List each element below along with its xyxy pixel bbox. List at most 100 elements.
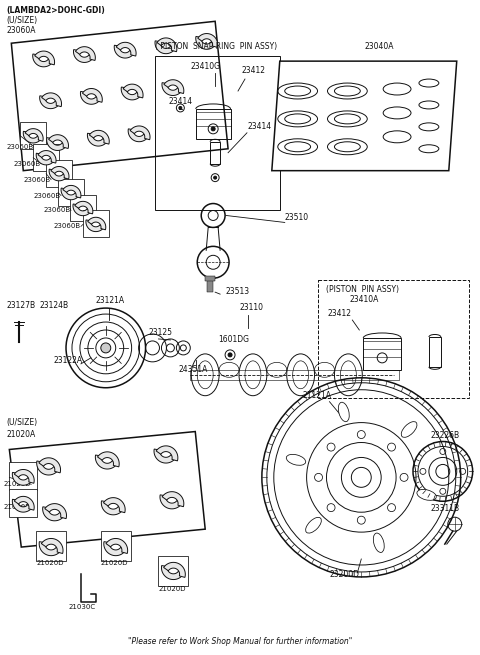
Bar bbox=[205, 276, 215, 281]
Text: 23412: 23412 bbox=[327, 309, 351, 318]
Polygon shape bbox=[89, 130, 109, 144]
Text: 23040A: 23040A bbox=[364, 42, 394, 51]
Polygon shape bbox=[83, 88, 102, 102]
Circle shape bbox=[101, 343, 111, 353]
Polygon shape bbox=[106, 538, 128, 553]
Polygon shape bbox=[36, 153, 54, 165]
Ellipse shape bbox=[401, 422, 417, 438]
Text: 21030C: 21030C bbox=[69, 604, 96, 610]
Polygon shape bbox=[12, 22, 228, 171]
Bar bbox=[33, 144, 59, 171]
Text: (U/SIZE): (U/SIZE) bbox=[6, 418, 37, 426]
Polygon shape bbox=[51, 166, 69, 179]
Bar bbox=[20, 122, 46, 149]
Polygon shape bbox=[49, 169, 67, 181]
Text: (PISTON  PIN ASSY): (PISTON PIN ASSY) bbox=[325, 285, 398, 294]
Text: 23060A: 23060A bbox=[6, 26, 36, 35]
Text: 23127B: 23127B bbox=[6, 301, 36, 310]
Bar bbox=[363, 338, 401, 370]
Circle shape bbox=[214, 176, 216, 179]
Polygon shape bbox=[101, 501, 123, 515]
Polygon shape bbox=[196, 37, 216, 49]
Bar bbox=[46, 160, 72, 187]
Ellipse shape bbox=[338, 402, 349, 422]
Polygon shape bbox=[43, 507, 64, 521]
Bar bbox=[58, 179, 84, 206]
Polygon shape bbox=[12, 499, 32, 512]
Bar bbox=[429, 337, 441, 367]
Polygon shape bbox=[42, 93, 61, 107]
Polygon shape bbox=[61, 188, 79, 200]
Text: 21020D: 21020D bbox=[101, 560, 128, 566]
Text: 23122A: 23122A bbox=[53, 356, 82, 365]
Text: 23510: 23510 bbox=[285, 214, 309, 223]
Ellipse shape bbox=[417, 489, 436, 500]
Polygon shape bbox=[164, 563, 185, 578]
Polygon shape bbox=[75, 47, 96, 60]
Text: 21020A: 21020A bbox=[6, 430, 36, 439]
Circle shape bbox=[179, 107, 182, 109]
Polygon shape bbox=[116, 43, 136, 56]
Bar bbox=[83, 210, 109, 237]
Bar bbox=[156, 56, 280, 210]
Ellipse shape bbox=[286, 455, 306, 465]
Polygon shape bbox=[156, 446, 178, 461]
Polygon shape bbox=[48, 135, 69, 149]
Ellipse shape bbox=[306, 517, 321, 533]
Polygon shape bbox=[40, 96, 60, 109]
Bar bbox=[190, 370, 399, 380]
Polygon shape bbox=[272, 61, 457, 171]
Bar bbox=[158, 556, 188, 586]
Text: 23060B: 23060B bbox=[6, 143, 34, 150]
Polygon shape bbox=[96, 455, 117, 469]
Text: (LAMBDA2>DOHC-GDI): (LAMBDA2>DOHC-GDI) bbox=[6, 7, 105, 15]
Polygon shape bbox=[97, 452, 119, 467]
Polygon shape bbox=[33, 54, 53, 67]
Text: 23124B: 23124B bbox=[39, 301, 68, 310]
Polygon shape bbox=[73, 204, 91, 215]
Text: 24351A: 24351A bbox=[179, 365, 208, 374]
Text: 23410A: 23410A bbox=[349, 295, 379, 304]
Polygon shape bbox=[14, 470, 34, 483]
Circle shape bbox=[228, 353, 232, 357]
Polygon shape bbox=[121, 87, 141, 100]
Polygon shape bbox=[47, 138, 67, 151]
Bar bbox=[9, 462, 37, 491]
Polygon shape bbox=[86, 220, 104, 232]
Text: 23226B: 23226B bbox=[431, 430, 460, 440]
Polygon shape bbox=[162, 492, 184, 507]
Circle shape bbox=[211, 127, 215, 131]
Polygon shape bbox=[88, 217, 106, 230]
Polygon shape bbox=[161, 565, 183, 580]
Polygon shape bbox=[63, 185, 81, 198]
Text: 23513: 23513 bbox=[225, 287, 249, 296]
Bar bbox=[70, 195, 96, 221]
Polygon shape bbox=[114, 45, 134, 58]
Text: 23060B: 23060B bbox=[43, 208, 70, 214]
Polygon shape bbox=[73, 50, 94, 62]
Polygon shape bbox=[130, 126, 150, 140]
Polygon shape bbox=[38, 151, 56, 163]
Polygon shape bbox=[35, 51, 55, 65]
Polygon shape bbox=[25, 128, 43, 141]
Polygon shape bbox=[128, 129, 148, 141]
Text: ( PISTON  SNAP RING  PIN ASSY): ( PISTON SNAP RING PIN ASSY) bbox=[156, 42, 277, 51]
Polygon shape bbox=[123, 84, 143, 98]
Text: 21121A: 21121A bbox=[302, 390, 332, 400]
Text: "Please refer to Work Shop Manual for further information": "Please refer to Work Shop Manual for fu… bbox=[128, 637, 352, 646]
Text: 23410G: 23410G bbox=[190, 62, 220, 71]
Text: 21020D: 21020D bbox=[36, 560, 64, 566]
Polygon shape bbox=[164, 80, 184, 94]
Text: 21020D: 21020D bbox=[3, 504, 31, 510]
Polygon shape bbox=[155, 41, 175, 54]
Text: (U/SIZE): (U/SIZE) bbox=[6, 16, 37, 26]
Bar bbox=[101, 531, 131, 561]
Text: 23414: 23414 bbox=[168, 97, 192, 106]
Text: 23060B: 23060B bbox=[53, 223, 80, 229]
Polygon shape bbox=[14, 496, 34, 510]
Polygon shape bbox=[39, 458, 60, 473]
Text: 23121A: 23121A bbox=[96, 296, 125, 305]
Polygon shape bbox=[104, 542, 125, 555]
Text: 23060B: 23060B bbox=[23, 177, 50, 183]
Polygon shape bbox=[104, 498, 125, 513]
